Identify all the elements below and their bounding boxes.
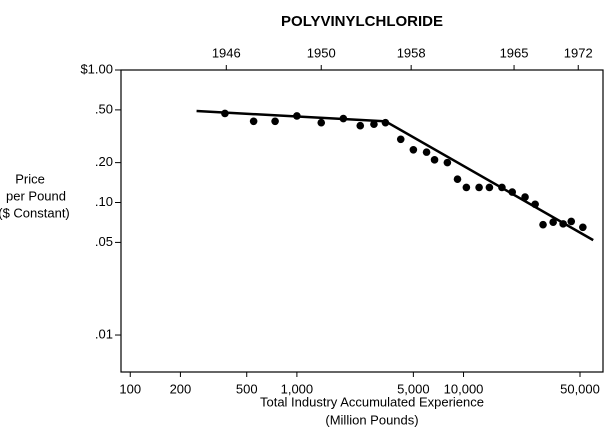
trend-line — [196, 109, 594, 242]
x-tick-label: 500 — [236, 381, 258, 396]
point — [422, 148, 431, 156]
point — [249, 117, 258, 126]
y-tick-label: $1.00 — [80, 61, 113, 76]
x-tick-label: 50,000 — [560, 381, 600, 396]
point — [381, 118, 390, 127]
x-tick-label: 5,000 — [397, 381, 430, 396]
y-axis-label: Price — [15, 171, 45, 186]
point — [443, 158, 452, 167]
point — [531, 200, 539, 209]
point — [317, 118, 326, 127]
y-tick-label: .10 — [95, 194, 113, 209]
point — [396, 135, 405, 144]
x-tick-label: 100 — [119, 381, 141, 396]
point — [549, 218, 557, 227]
y-tick-label: .20 — [95, 154, 113, 169]
point — [567, 217, 576, 226]
point — [475, 183, 483, 192]
point — [498, 183, 506, 192]
point — [430, 156, 439, 164]
point — [409, 145, 418, 154]
top-tick-label: 1950 — [307, 45, 336, 60]
point — [539, 220, 547, 229]
y-tick-label: .01 — [95, 326, 113, 341]
x-tick-label: 10,000 — [444, 381, 484, 396]
point — [485, 183, 494, 192]
y-axis-label: ($ Constant) — [0, 205, 70, 220]
y-tick-label: .50 — [95, 101, 113, 116]
top-tick-label: 1946 — [212, 45, 241, 60]
point — [508, 188, 517, 196]
plot-frame — [120, 69, 604, 373]
x-axis-label: (Million Pounds) — [325, 412, 418, 427]
point — [462, 183, 471, 192]
y-tick-label: .05 — [95, 234, 113, 249]
chart-title: POLYVINYLCHLORIDE — [281, 13, 443, 30]
point — [271, 117, 279, 126]
top-tick-label: 1972 — [564, 45, 593, 60]
x-tick-label: 200 — [170, 381, 192, 396]
point — [356, 121, 365, 130]
point — [293, 112, 301, 120]
top-tick-label: 1965 — [500, 45, 529, 60]
y-axis-label: per Pound — [6, 188, 66, 203]
x-tick-label: 1,000 — [281, 381, 314, 396]
point — [339, 114, 348, 123]
point — [579, 223, 587, 232]
point — [521, 193, 529, 201]
point — [370, 120, 378, 128]
point — [453, 175, 462, 183]
top-tick-label: 1958 — [397, 45, 426, 60]
x-axis-label: Total Industry Accumulated Experience — [260, 394, 484, 409]
point — [221, 109, 229, 118]
point — [559, 220, 567, 228]
